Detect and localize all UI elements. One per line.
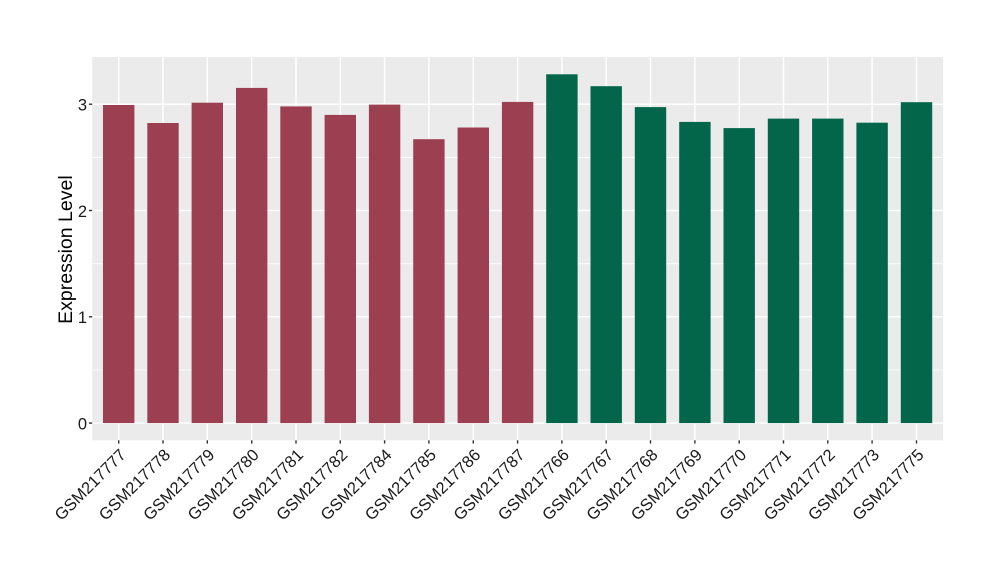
svg-text:2: 2 — [78, 203, 87, 221]
svg-text:1: 1 — [78, 309, 87, 327]
svg-text:0: 0 — [78, 416, 87, 434]
svg-text:Expression Level: Expression Level — [55, 175, 77, 324]
svg-text:3: 3 — [78, 97, 87, 115]
